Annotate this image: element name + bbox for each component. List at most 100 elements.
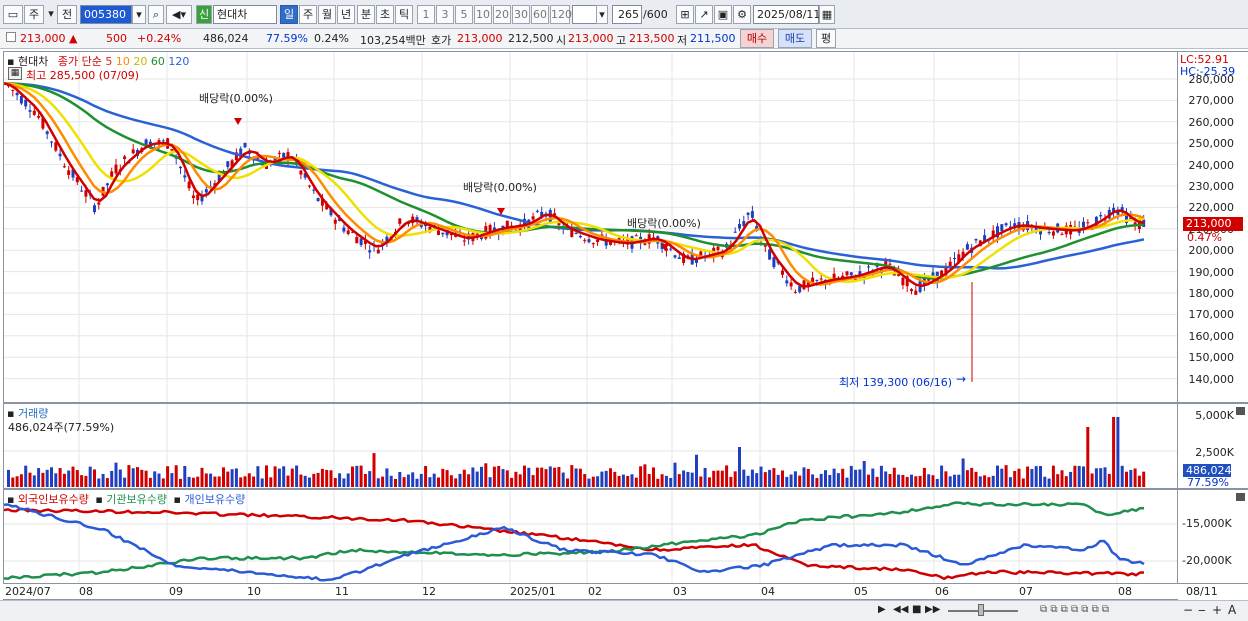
indicator-icon[interactable]: ⊞ [676,5,694,24]
volume-bar [1116,417,1120,487]
volume-bar [617,475,621,487]
volume-bar [802,467,806,487]
period-minute-button[interactable]: 분 [357,5,375,24]
volume-bar [1051,465,1055,487]
candle-body [320,198,324,206]
save-icon[interactable]: ▣ [714,5,732,24]
volume-bar [424,466,428,487]
candle-body [867,266,870,268]
volume-bar [136,467,139,487]
volume-pane-title: ▪ 거래량 [7,407,49,420]
period-year-button[interactable]: 년 [337,5,355,24]
candle-body [226,161,230,167]
layout-icons[interactable]: ⧉ ⧉ ⧉ ⧉ ⧉ ⧉ ⧉ [1040,604,1110,615]
code-dropdown-icon[interactable]: ▾ [132,5,146,24]
minute-30-button[interactable]: 30 [512,5,530,24]
sell-button[interactable]: 매도 [778,29,812,48]
pane-close-icon[interactable] [1236,407,1245,415]
price-tick: 160,000 [1188,329,1235,343]
custom-period-dropdown-icon[interactable]: ▾ [596,5,608,24]
stock-name-field[interactable]: 현대차 [213,5,277,24]
volume-bar [462,469,466,487]
scroll-right-icon[interactable]: ▶ [878,604,886,615]
volume-bar [295,465,299,487]
gear-icon[interactable]: ⚙ [733,5,751,24]
volume-bar [93,469,96,487]
minute-3-button[interactable]: 3 [436,5,454,24]
zoom-slider-handle[interactable] [978,604,984,616]
stop-icon[interactable]: ■ [912,604,922,615]
price-tick: 150,000 [1188,351,1235,365]
window-menu-icon[interactable]: ▭ [3,5,23,24]
volume-bar [1064,476,1068,487]
zoom-out-icon[interactable]: − [1183,603,1194,617]
forward-icon[interactable]: ▶▶ [925,604,941,615]
rewind-icon[interactable]: ◀◀ [893,604,909,615]
prev-button[interactable]: 전 [57,5,77,24]
buy-button[interactable]: 매수 [740,29,774,48]
volume-bar [505,470,509,487]
volume-bar [604,470,608,487]
lc-value: LC:52.91 [1180,53,1230,66]
volume-bar [406,474,410,487]
candle-body [802,280,806,290]
zoom-in-icon[interactable]: + [1212,603,1223,617]
x-axis: 2024/07 08 09 10 11 12 2025/01 02 03 04 … [3,584,1178,600]
volume-bar [243,476,247,487]
volume-bar [1112,417,1116,487]
minute-10-button[interactable]: 10 [474,5,492,24]
candle-body [974,238,978,241]
high-label: 고 [616,34,627,47]
auto-scale-icon[interactable]: A [1228,603,1237,617]
price-chart[interactable]: ▪ 현대차 종가 단순 5 10 20 60 120 ▦ 최고 285,500 … [3,51,1178,403]
eval-button[interactable]: 평 [816,29,836,48]
volume-bar [1043,476,1047,487]
candle-body [652,237,655,239]
period-day-button[interactable]: 일 [280,5,298,24]
holdings-chart[interactable]: ▪ 외국인보유수량 ▪ 기관보유수량 ▪ 개인보유수량 [3,489,1178,584]
candle-body [983,235,987,243]
minute-120-button[interactable]: 120 [550,5,572,24]
volume-chart[interactable]: ▪ 거래량 486,024주(77.59%) [3,403,1178,489]
pane-close-icon[interactable] [1236,493,1245,501]
candle-body [733,231,737,233]
reset-icon[interactable]: ‒ [1198,603,1206,617]
price-change-pct: +0.24% [137,32,182,45]
minute-1-button[interactable]: 1 [417,5,435,24]
minute-5-button[interactable]: 5 [455,5,473,24]
period-tick-button[interactable]: 틱 [395,5,413,24]
volume-bar [458,473,462,487]
volume-bar [897,474,901,487]
grid-toggle-icon[interactable]: ▦ [8,67,22,80]
ma5-line [4,82,1145,288]
candle-body [24,99,28,107]
candle-body [359,238,363,246]
volume-bar [1082,466,1085,487]
minute-60-button[interactable]: 60 [531,5,549,24]
candle-body [144,139,148,148]
volume-bar [677,474,681,487]
volume-bar [265,465,268,487]
search-icon[interactable]: ⌕ [148,5,164,24]
candle-body [669,248,673,250]
date-input[interactable]: 2025/08/11 [753,5,820,24]
period-second-button[interactable]: 초 [376,5,394,24]
period-main-button[interactable]: 주 [24,5,44,24]
volume-bar [222,467,225,487]
volume-bar [1120,465,1124,487]
period-month-button[interactable]: 월 [318,5,336,24]
count-input[interactable]: 265 [612,5,642,24]
candle-body [699,251,703,258]
draw-tool-icon[interactable]: ↗ [695,5,713,24]
candle-body [811,277,815,285]
minute-20-button[interactable]: 20 [493,5,511,24]
stock-code-input[interactable]: 005380 [80,5,132,24]
volume-bar [1090,473,1094,487]
quote-checkbox[interactable] [6,32,16,42]
sound-icon[interactable]: ◀▾ [166,5,192,24]
period-week-button[interactable]: 주 [299,5,317,24]
candle-body [1051,231,1055,236]
candle-body [540,211,544,217]
volume-bar [824,470,827,487]
calendar-icon[interactable]: ▦ [819,5,835,24]
